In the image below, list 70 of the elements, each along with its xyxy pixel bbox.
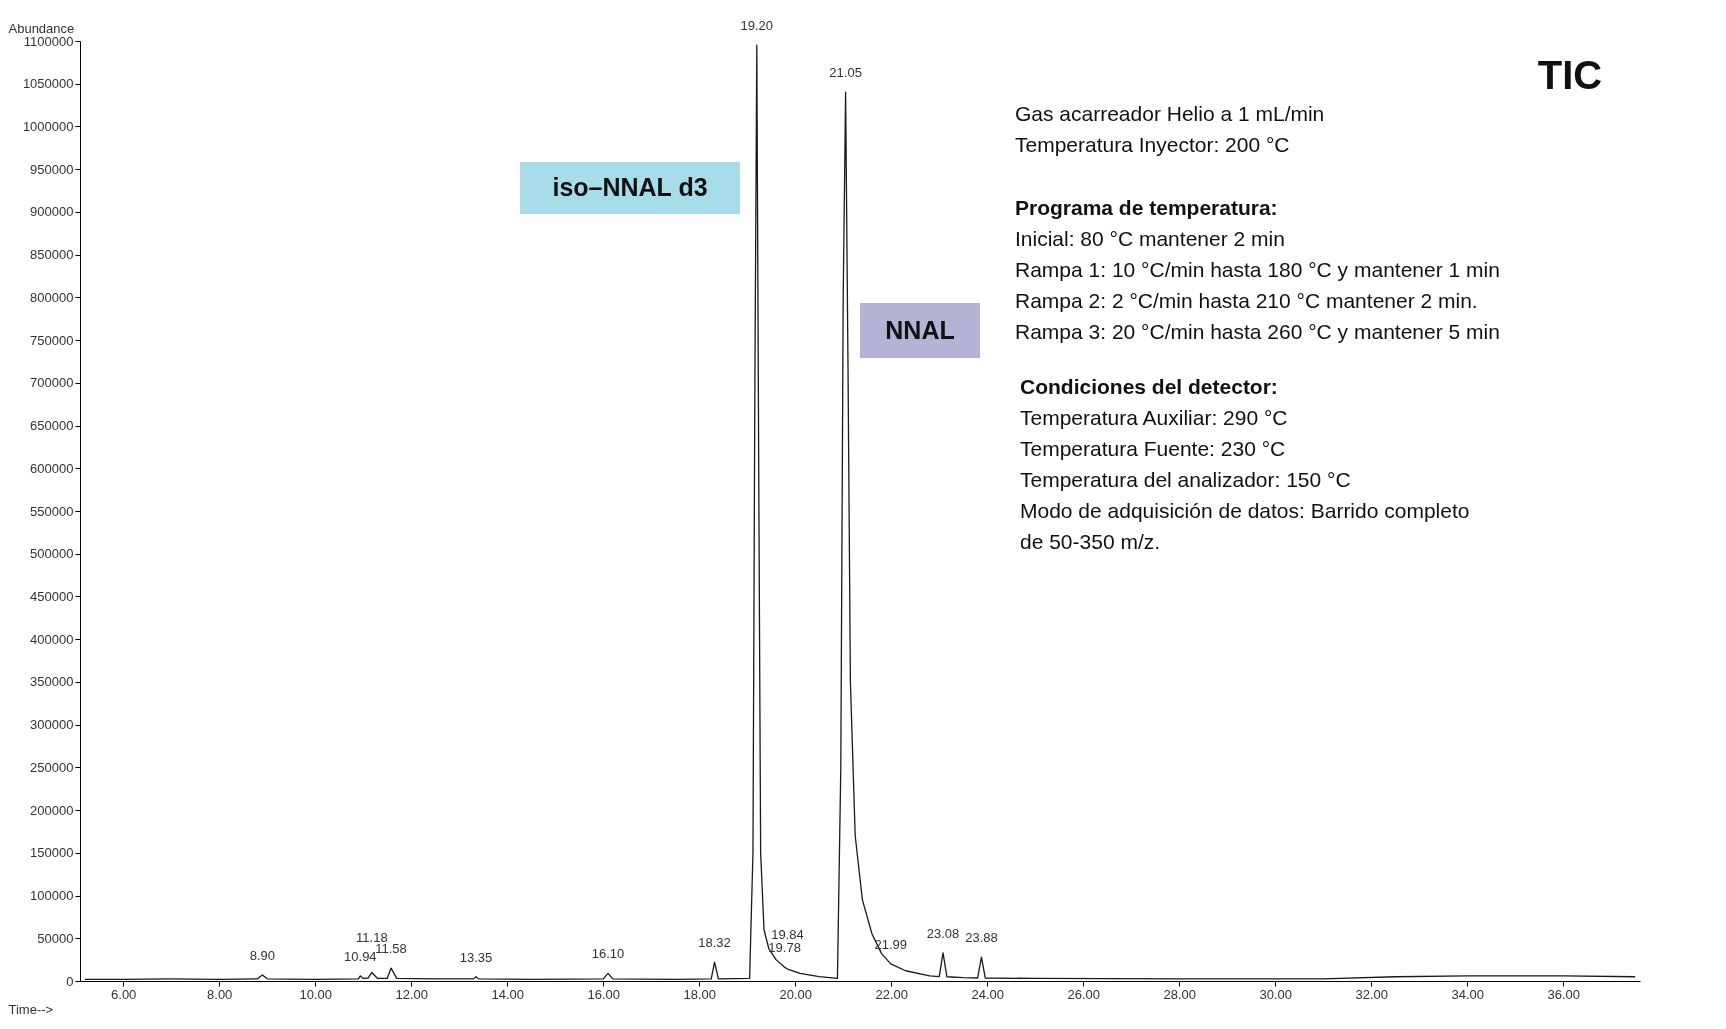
x-tick-label: 22.00 [875,986,908,1002]
annotation: iso–NNAL d3 [552,173,708,201]
annotation: Temperatura Auxiliar: 290 °C [1020,406,1288,429]
y-tick-label: 150000 [30,845,74,861]
line-series [84,44,1636,980]
annotation: Rampa 2: 2 °C/min hasta 210 °C mantener 2 min. [1015,289,1478,312]
annotation: 11.58 [375,941,407,957]
y-tick-label: 450000 [30,588,74,604]
x-tick-label: 12.00 [395,986,428,1002]
x-tick-label: 26.00 [1067,986,1100,1002]
annotation: 21.05 [829,65,862,81]
annotation: 10.94 [344,948,377,964]
y-tick-label: 1050000 [22,76,74,92]
y-tick-label: 750000 [30,332,74,348]
x-tick-label: 16.00 [587,986,620,1002]
annotation: Temperatura Fuente: 230 °C [1020,437,1286,460]
y-tick-label: 950000 [30,161,74,177]
annotation: Modo de adquisición de datos: Barrido completo [1020,499,1470,522]
y-tick-label: 200000 [30,802,74,818]
y-tick-label: 800000 [30,289,74,305]
y-tick-label: 0 [66,973,74,989]
y-tick-label: 100000 [30,888,74,904]
y-tick-label: 350000 [30,674,74,690]
y-tick-label: 50000 [37,930,74,946]
y-tick-label: 300000 [30,717,74,733]
annotation: Rampa 3: 20 °C/min hasta 260 °C y mantener 5 min [1015,320,1500,343]
annotation: NNAL [885,315,955,344]
x-axis-title: Time--> [8,1001,54,1017]
y-tick-label: 600000 [30,460,74,476]
annotation: 19.84 [771,927,804,943]
x-tick-label: 24.00 [971,986,1004,1002]
x-tick-label: 36.00 [1547,986,1580,1002]
annotation: Condiciones del detector: [1020,375,1278,398]
annotation: 8.90 [249,948,276,964]
annotation: Temperatura del analizador: 150 °C [1020,468,1351,491]
y-tick-label: 400000 [30,631,74,647]
annotation: 13.35 [459,949,493,965]
x-tick-label: 30.00 [1259,986,1292,1002]
y-tick-label: 500000 [30,546,74,562]
y-tick-label: 850000 [30,247,74,263]
annotation: Temperatura Inyector: 200 °C [1015,133,1290,156]
y-tick-label: 550000 [30,503,74,519]
y-axis-title: Abundance [8,20,75,36]
y-tick-label: 1100000 [23,33,74,49]
annotation: 23.08 [926,925,960,941]
x-tick-label: 18.00 [683,986,716,1002]
y-tick-label: 250000 [30,759,74,775]
annotation: de 50-350 m/z. [1020,530,1161,553]
annotation: 19.20 [740,18,774,34]
annotation: Rampa 1: 10 °C/min hasta 180 °C y mantener 1 min [1015,258,1500,281]
x-tick-label: 14.00 [491,986,524,1002]
y-tick-label: 1000000 [22,118,74,134]
y-tick-label: 700000 [30,375,74,391]
x-tick-label: 20.00 [779,986,812,1002]
x-tick-label: 8.00 [207,986,233,1002]
annotation: 23.88 [965,930,998,946]
annotation: Inicial: 80 °C mantener 2 min [1015,227,1285,250]
annotation: Gas acarreador Helio a 1 mL/min [1015,102,1325,125]
annotation: 16.10 [591,946,625,962]
annotation: 18.32 [698,935,731,951]
x-tick-label: 34.00 [1451,986,1484,1002]
x-tick-label: 32.00 [1355,986,1388,1002]
x-tick-label: 10.00 [299,986,332,1002]
x-tick-label: 6.00 [111,986,137,1002]
y-tick-label: 650000 [30,418,74,434]
annotation: 19.78 [768,940,801,956]
x-tick-label: 28.00 [1163,986,1196,1002]
annotation: Programa de temperatura: [1015,196,1278,219]
y-tick-label: 900000 [30,204,74,220]
chart-title: TIC [1537,53,1603,97]
